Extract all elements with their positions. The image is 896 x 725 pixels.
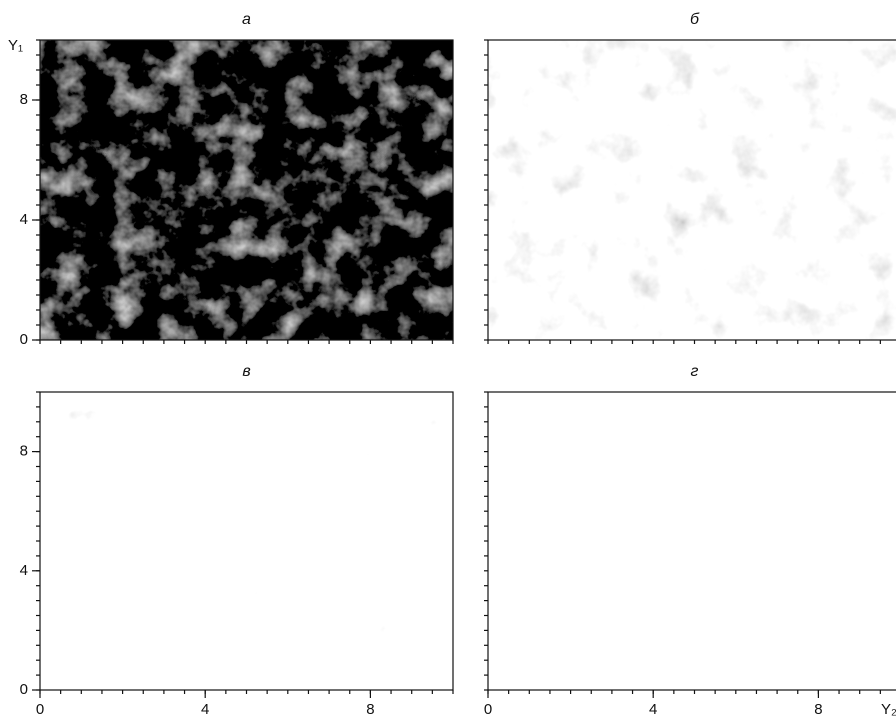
- y-axis-label: Y₁: [8, 37, 23, 54]
- caustic-image: [488, 392, 896, 690]
- x-tick-label: 0: [484, 701, 492, 718]
- y-tick-label: 0: [20, 331, 28, 348]
- caustic-image: [40, 392, 453, 690]
- panel-title: а: [242, 11, 251, 28]
- panel-title: г: [691, 363, 699, 380]
- caustic-image: [488, 40, 896, 340]
- x-tick-label: 4: [649, 701, 657, 718]
- panel-title: в: [242, 363, 250, 380]
- y-tick-label: 4: [20, 211, 28, 228]
- x-tick-label: 4: [201, 701, 209, 718]
- x-tick-label: 8: [366, 701, 374, 718]
- y-tick-label: 4: [20, 562, 28, 579]
- caustic-image: [40, 40, 453, 340]
- y-tick-label: 0: [20, 681, 28, 698]
- x-tick-label: 0: [36, 701, 44, 718]
- y-tick-label: 8: [20, 443, 28, 460]
- x-tick-label: 8: [814, 701, 822, 718]
- panel-title: б: [690, 11, 700, 28]
- x-axis-label: Y₂: [881, 701, 896, 718]
- figure: а 0 4 8 Y₁ б в 0 4 8 0 4 8 г 0 4 8 Y₂: [0, 0, 896, 725]
- y-tick-label: 8: [20, 91, 28, 108]
